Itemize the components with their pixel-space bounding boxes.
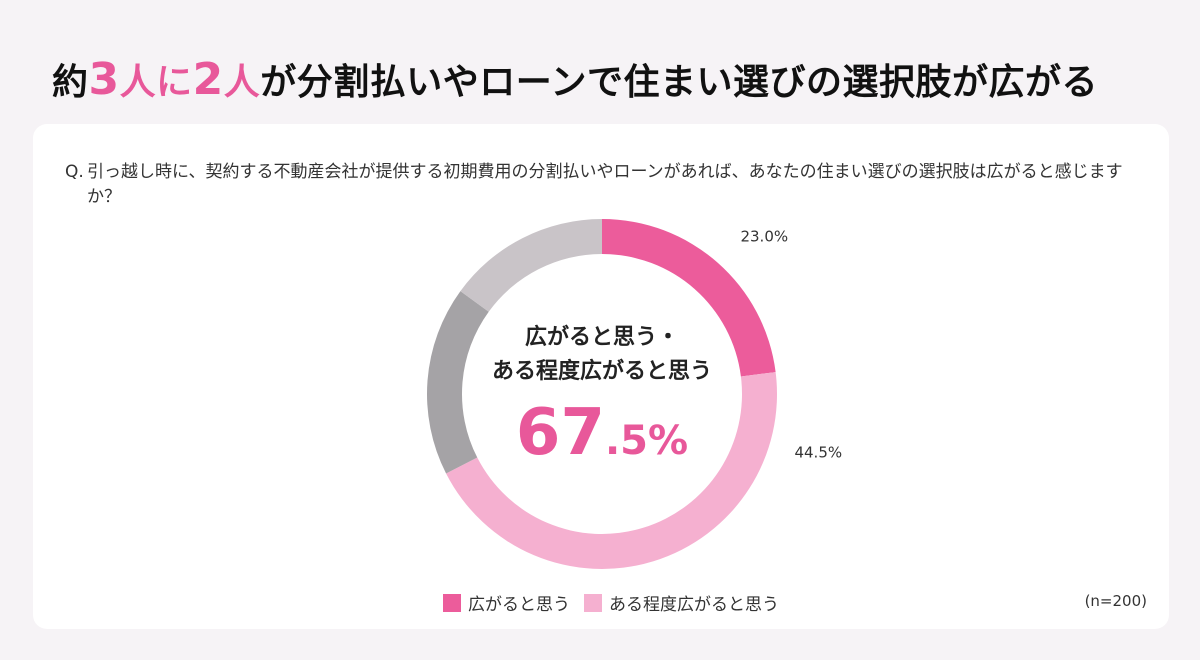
question-text: 引っ越し時に、契約する不動産会社が提供する初期費用の分割払いやローンがあれば、あ… [87,162,1123,207]
center-label-line2: ある程度広がると思う [492,358,712,384]
donut-slice-3 [427,291,489,474]
legend-swatch-1 [443,593,461,612]
headline-number-2: 2 [192,54,224,105]
center-label-line1: 広がると思う・ [525,324,679,350]
center-value-rest: .5% [605,418,688,464]
donut-chart: 23.0% 44.5% 広がると思う・ ある程度広がると思う 67.5% [427,219,842,570]
question-label: Q. [65,162,84,182]
sample-size-note: (n=200) [1084,592,1147,610]
donut-slice-1 [602,219,776,377]
legend-item-1: 広がると思う [443,590,570,615]
legend-label-2: ある程度広がると思う [609,595,779,615]
slice-value-label-1: 23.0% [740,228,788,246]
headline-accent-1: 人に [119,62,193,103]
headline-pre: 約 [52,62,89,103]
headline-rest: が分割払いやローンで住まい選びの選択肢が広がる [260,62,1098,103]
headline-accent-2: 人 [223,62,261,103]
page-headline: 約3人に2人が分割払いやローンで住まい選びの選択肢が広がる [52,58,1098,102]
chart-card: Q. 引っ越し時に、契約する不動産会社が提供する初期費用の分割払いやローンがあれ… [33,124,1169,629]
legend-label-1: 広がると思う [468,595,570,615]
center-value-main: 67 [516,396,605,470]
survey-question: Q. 引っ越し時に、契約する不動産会社が提供する初期費用の分割払いやローンがあれ… [65,160,1145,210]
legend-swatch-2 [584,593,602,612]
headline-number-1: 3 [88,54,120,105]
chart-legend: 広がると思う ある程度広がると思う [443,590,785,615]
slice-value-label-2: 44.5% [794,444,842,462]
donut-slice-2 [446,372,777,570]
legend-item-2: ある程度広がると思う [584,590,779,615]
donut-slice-4 [460,219,602,312]
center-value: 67.5% [516,396,688,470]
